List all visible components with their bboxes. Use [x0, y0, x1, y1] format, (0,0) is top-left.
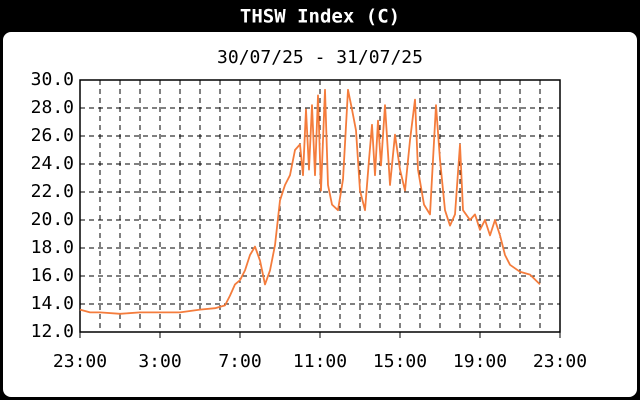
x-tick-label: 23:00	[533, 351, 587, 372]
chart-title: THSW Index (C)	[240, 6, 400, 28]
x-tick-label: 19:00	[453, 351, 507, 372]
y-tick-label: 30.0	[31, 69, 74, 90]
chart-subtitle: 30/07/25 - 31/07/25	[217, 47, 423, 68]
y-tick-label: 26.0	[31, 125, 74, 146]
y-tick-label: 20.0	[31, 209, 74, 230]
y-tick-label: 24.0	[31, 153, 74, 174]
y-tick-label: 18.0	[31, 237, 74, 258]
x-tick-label: 11:00	[293, 351, 347, 372]
y-tick-label: 28.0	[31, 97, 74, 118]
y-tick-label: 22.0	[31, 181, 74, 202]
y-tick-label: 16.0	[31, 265, 74, 286]
y-tick-label: 14.0	[31, 293, 74, 314]
plot-area	[79, 79, 561, 333]
x-tick-label: 7:00	[218, 351, 261, 372]
y-tick-label: 12.0	[31, 321, 74, 342]
x-tick-label: 23:00	[53, 351, 107, 372]
panel	[3, 32, 637, 397]
x-tick-label: 15:00	[373, 351, 427, 372]
data-line	[79, 88, 541, 315]
x-tick-label: 3:00	[138, 351, 181, 372]
